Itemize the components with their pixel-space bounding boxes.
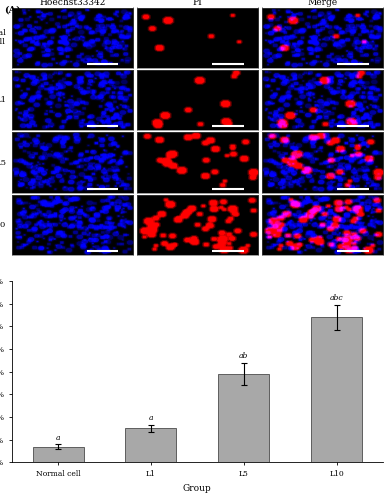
Text: a: a (149, 414, 153, 422)
Y-axis label: L5: L5 (0, 158, 6, 166)
Y-axis label: Normal
cell: Normal cell (0, 29, 6, 46)
Text: ab: ab (239, 352, 248, 360)
Text: a: a (56, 434, 60, 442)
Bar (311, 317, 362, 462)
Text: (A): (A) (4, 6, 21, 15)
Bar (33, 446, 84, 462)
Title: Hoechst33342: Hoechst33342 (39, 0, 106, 6)
Text: abc: abc (330, 294, 344, 302)
Title: PI: PI (192, 0, 202, 6)
Y-axis label: L10: L10 (0, 221, 6, 229)
Title: Merge: Merge (307, 0, 337, 6)
Bar (218, 374, 269, 462)
Y-axis label: L1: L1 (0, 96, 6, 104)
X-axis label: Group: Group (183, 484, 212, 492)
Bar (125, 428, 176, 462)
